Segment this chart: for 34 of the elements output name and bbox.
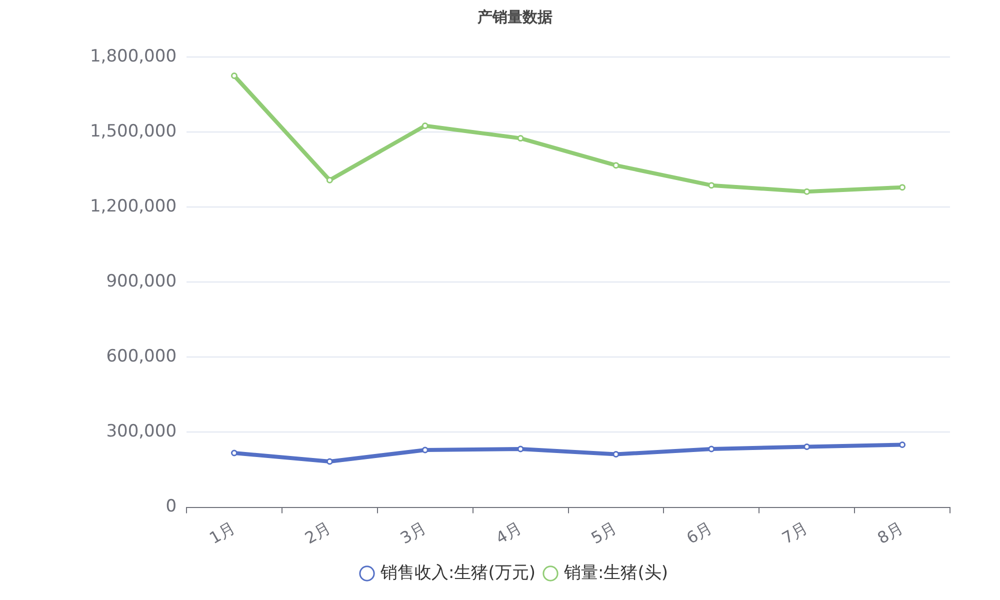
point — [230, 450, 238, 456]
point — [326, 458, 333, 465]
x-tick-label: 6月 — [683, 518, 716, 548]
x-tick-label: 8月 — [874, 518, 906, 548]
y-tick-label: 300,000 — [106, 422, 177, 442]
y-tick-label: 1,500,000 — [90, 121, 177, 142]
x-tick-label: 1月 — [206, 518, 238, 548]
point — [326, 176, 333, 184]
point — [230, 72, 238, 80]
point — [422, 446, 428, 454]
y-tick-label: 600,000 — [106, 346, 177, 367]
point — [804, 443, 810, 450]
y-tick-label: 900,000 — [106, 272, 177, 292]
point — [612, 162, 620, 169]
x-tick-label: 2月 — [302, 518, 334, 548]
y-tick-label: 1,800,000 — [90, 46, 177, 66]
y-tick-label: 0 — [166, 496, 177, 517]
legend-label: 销售收入:生猪(万元) — [380, 562, 536, 583]
point — [708, 446, 715, 452]
x-tick-label: 5月 — [588, 518, 620, 548]
point — [899, 441, 906, 448]
x-tick-label: 4月 — [492, 518, 525, 548]
point — [612, 451, 620, 458]
point — [517, 135, 524, 142]
point — [899, 184, 906, 191]
point — [422, 122, 428, 130]
y-tick-label: 1,200,000 — [90, 196, 177, 217]
point — [517, 446, 524, 452]
chart-title: 产销量数据 — [476, 8, 552, 26]
x-tick-label: 7月 — [778, 518, 811, 548]
legend-label: 销量:生猪(头) — [563, 562, 668, 583]
point — [708, 182, 715, 189]
x-tick-label: 3月 — [397, 518, 430, 548]
point — [804, 188, 810, 195]
